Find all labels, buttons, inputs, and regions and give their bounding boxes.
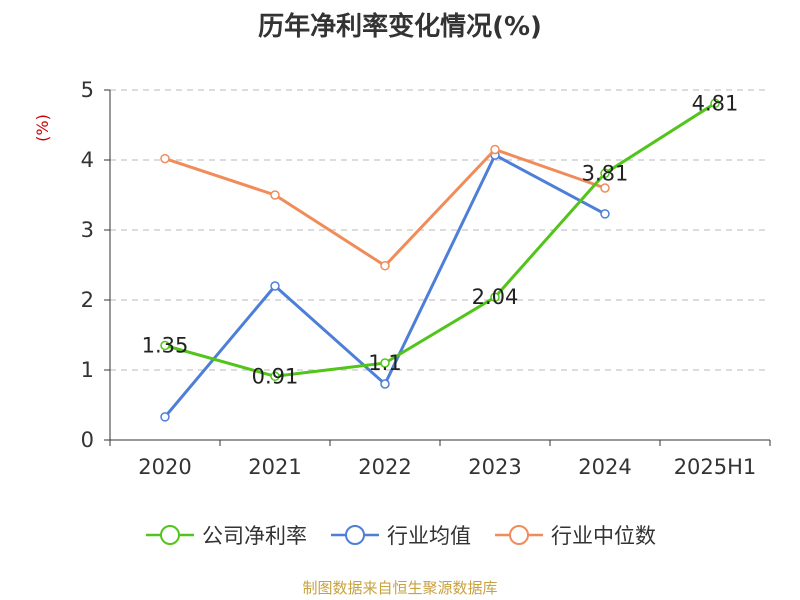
data-label: 3.81 <box>582 161 629 185</box>
y-tick-label: 0 <box>81 428 94 452</box>
data-label: 1.35 <box>142 334 189 358</box>
data-label: 2.04 <box>472 285 519 309</box>
legend-swatch <box>495 525 543 545</box>
series-line <box>164 102 716 378</box>
x-tick-label: 2022 <box>358 455 411 479</box>
data-label: 4.81 <box>692 91 739 115</box>
legend-label: 行业中位数 <box>551 524 656 548</box>
legend-item: 行业中位数 <box>493 520 656 550</box>
y-axis-label: (%) <box>33 114 52 142</box>
y-tick-label: 4 <box>81 148 94 172</box>
data-labels: 1.35 0.91 1.1 2.04 3.81 4.81 <box>142 91 739 388</box>
y-tick-label: 1 <box>81 358 94 382</box>
chart-title: 历年净利率变化情况(%) <box>258 12 542 42</box>
data-point <box>600 168 610 179</box>
grid-lines <box>110 89 770 371</box>
y-tick-label: 2 <box>81 288 94 312</box>
legend: 公司净利率 行业均值 行业中位数 <box>0 520 800 550</box>
y-tick-label: 3 <box>81 218 94 242</box>
x-tick-label: 2020 <box>138 455 191 479</box>
data-label: 1.1 <box>368 351 401 375</box>
source-note: 制图数据来自恒生聚源数据库 <box>302 579 498 597</box>
legend-swatch <box>146 525 194 545</box>
legend-swatch <box>331 525 379 545</box>
series-line <box>163 153 606 418</box>
data-point <box>380 358 390 368</box>
data-point <box>380 260 390 271</box>
data-point <box>600 209 610 219</box>
data-point <box>490 144 500 155</box>
data-point <box>160 340 170 351</box>
data-point <box>490 292 500 302</box>
x-tick-label: 2025H1 <box>674 455 757 479</box>
axes: 0 1 2 3 4 5 2020 2021 2022 2023 2024 2025H1 <box>81 78 771 479</box>
data-point <box>160 153 170 164</box>
data-point <box>600 183 610 193</box>
data-point <box>270 371 280 382</box>
x-tick-label: 2024 <box>578 455 631 479</box>
legend-item: 公司净利率 <box>144 520 307 550</box>
x-tick-label: 2023 <box>468 455 521 479</box>
data-point <box>270 281 280 291</box>
legend-label: 公司净利率 <box>202 524 307 548</box>
series-lines <box>160 98 720 422</box>
data-label: 0.91 <box>252 364 299 388</box>
legend-label: 行业均值 <box>387 524 471 548</box>
y-tick-label: 5 <box>81 78 94 102</box>
data-point <box>270 190 280 200</box>
data-point <box>160 412 170 422</box>
legend-item: 行业均值 <box>329 520 471 550</box>
data-point <box>710 98 720 109</box>
data-point <box>380 379 390 389</box>
x-tick-label: 2021 <box>248 455 301 479</box>
